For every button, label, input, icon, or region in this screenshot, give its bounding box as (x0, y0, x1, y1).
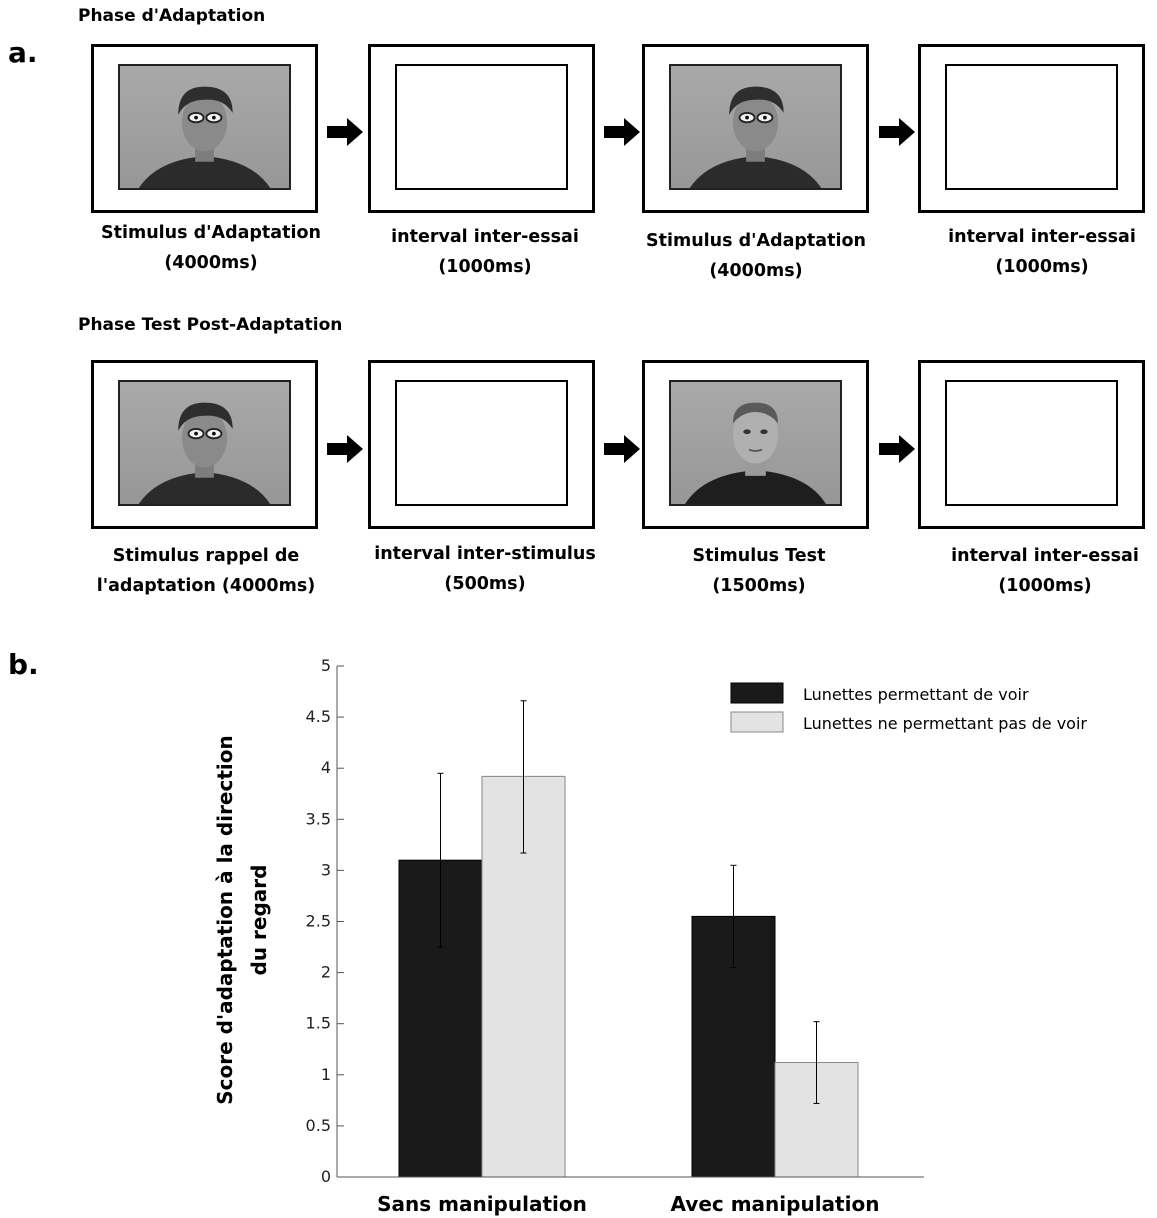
legend: Lunettes permettant de voir Lunettes ne … (730, 682, 1087, 733)
error-bars (437, 700, 820, 1104)
inter-trial-screen-1 (368, 44, 595, 213)
y-tick-label: 4.5 (306, 707, 331, 726)
inter-trial-screen-3 (918, 360, 1145, 529)
face-image (669, 380, 842, 506)
step-caption: interval inter-essai (1000ms) (948, 227, 1136, 277)
legend-swatch-see (730, 682, 784, 704)
y-tick-label: 1.5 (306, 1014, 331, 1033)
adaptation-score-bar-chart: Score d'adaptation à la direction du reg… (213, 656, 1087, 1216)
test-stimulus-screen (642, 360, 869, 529)
arrow-right-icon (604, 118, 640, 146)
y-tick-label: 1 (321, 1065, 331, 1084)
y-tick-label: 2 (321, 963, 331, 982)
inter-trial-screen-2 (918, 44, 1145, 213)
legend-label-see: Lunettes permettant de voir (803, 685, 1029, 704)
category-label: Avec manipulation (671, 1192, 880, 1216)
y-axis-ticks: 0 0.5 1 1.5 2 2.5 3 3.5 4 4.5 5 (306, 656, 344, 1186)
y-tick-label: 3 (321, 860, 331, 879)
face-with-goggles-image (669, 64, 842, 190)
panel-b-label: b. (8, 648, 39, 681)
inter-stimulus-screen (368, 360, 595, 529)
category-label: Sans manipulation (377, 1192, 587, 1216)
step-caption: Stimulus d'Adaptation (4000ms) (101, 223, 321, 273)
legend-label-not-see: Lunettes ne permettant pas de voir (803, 714, 1087, 733)
step-caption: Stimulus Test (1500ms) (692, 546, 826, 596)
arrow-right-icon (604, 435, 640, 463)
panel-a-label: a. (8, 36, 38, 69)
step-caption: interval inter-essai (1000ms) (391, 227, 579, 277)
step-caption: interval inter-stimulus (500ms) (374, 544, 596, 594)
y-tick-label: 4 (321, 758, 331, 777)
arrow-right-icon (327, 435, 363, 463)
phase-adaptation-title: Phase d'Adaptation (78, 6, 266, 26)
legend-swatch-not-see (730, 711, 784, 733)
y-tick-label: 2.5 (306, 912, 331, 931)
adaptation-stimulus-screen-2 (642, 44, 869, 213)
y-tick-label: 5 (321, 656, 331, 675)
face-with-goggles-image (118, 64, 291, 190)
arrow-right-icon (879, 118, 915, 146)
step-caption: Stimulus rappel de l'adaptation (4000ms) (96, 546, 316, 596)
adaptation-reminder-screen (91, 360, 318, 529)
y-axis-label-line1: Score d'adaptation à la direction (213, 735, 237, 1105)
y-tick-label: 0 (321, 1167, 331, 1186)
category-labels: Sans manipulation Avec manipulation (377, 1192, 879, 1216)
y-tick-label: 0.5 (306, 1116, 331, 1135)
bars (398, 775, 859, 1178)
phase-test-title: Phase Test Post-Adaptation (78, 315, 343, 335)
step-caption: interval inter-essai (1000ms) (951, 546, 1139, 596)
face-with-goggles-image (118, 380, 291, 506)
step-caption: Stimulus d'Adaptation (4000ms) (646, 231, 866, 281)
y-tick-label: 3.5 (306, 809, 331, 828)
arrow-right-icon (327, 118, 363, 146)
y-axis-title: Score d'adaptation à la direction du reg… (213, 735, 271, 1105)
y-axis-label-line2: du regard (247, 865, 271, 976)
arrow-right-icon (879, 435, 915, 463)
adaptation-stimulus-screen-1 (91, 44, 318, 213)
